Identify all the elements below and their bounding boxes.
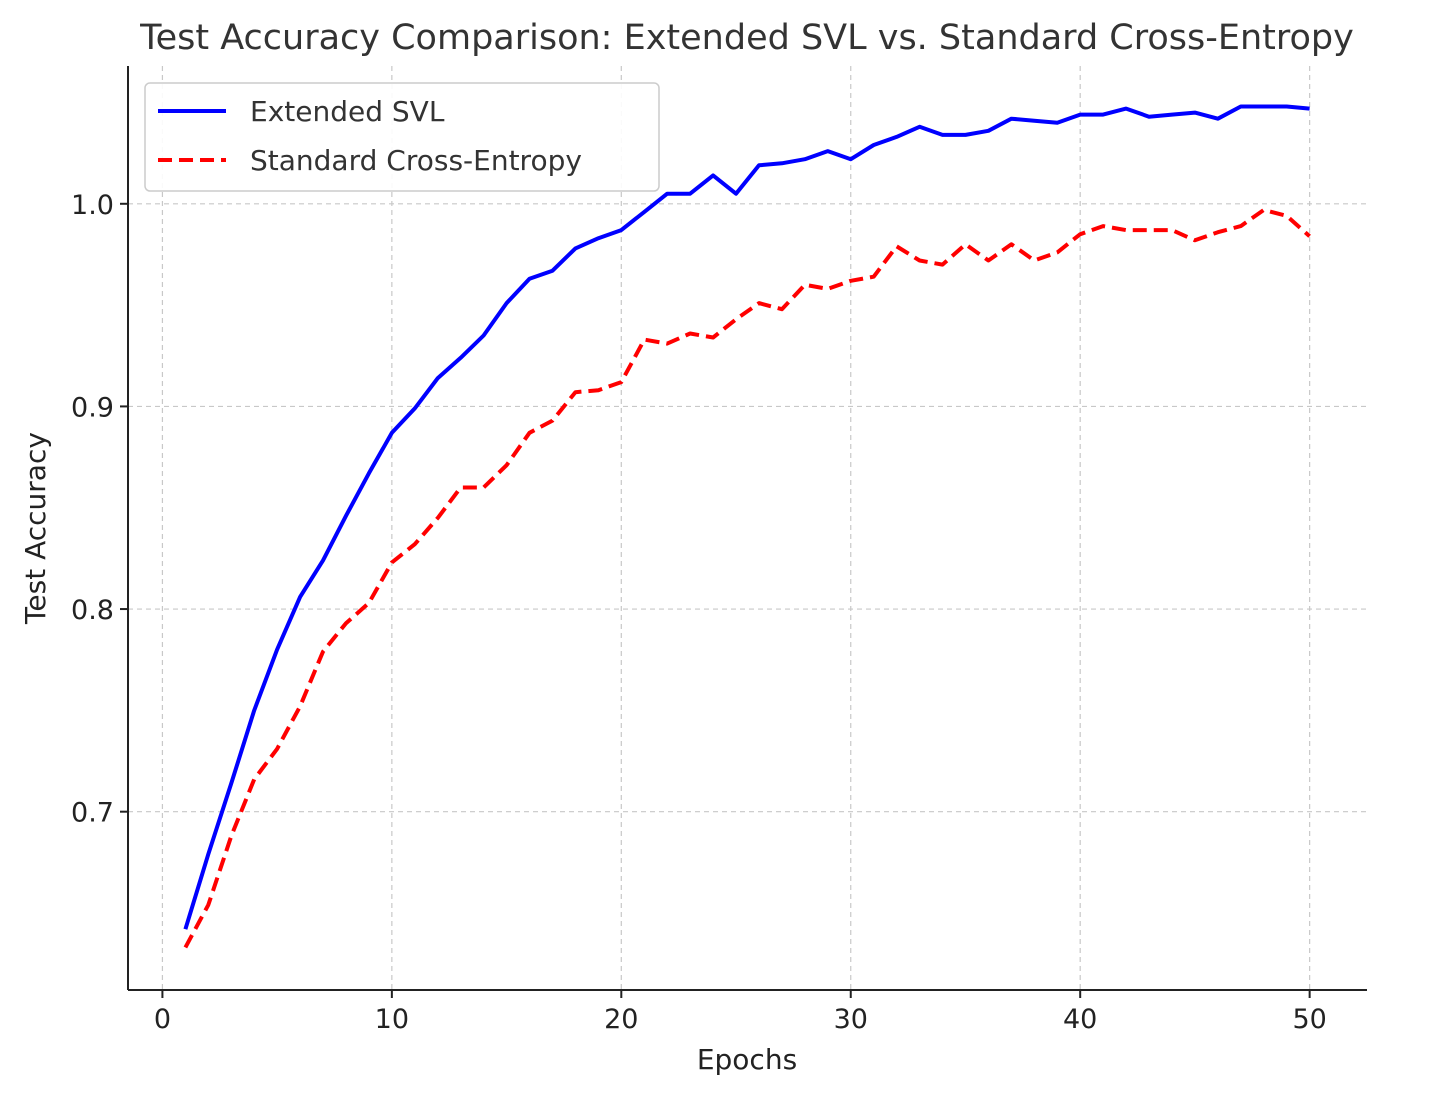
x-tick-label: 30	[834, 1004, 868, 1035]
y-tick-label: 0.8	[71, 595, 114, 626]
x-tick-label: 40	[1063, 1004, 1097, 1035]
legend-frame	[144, 82, 660, 192]
y-tick-label: 0.9	[71, 392, 114, 423]
series-layer	[183, 104, 1311, 949]
legend-label-extended-svl: Extended SVL	[250, 95, 445, 128]
x-tick-label: 10	[375, 1004, 409, 1035]
series-line-standard-cross-entropy	[183, 207, 1311, 949]
axes-layer: 0 10 20 30 40 50 0.7 0.8 0.9 1.0	[71, 66, 1367, 1035]
y-tick-label: 0.7	[71, 798, 114, 829]
series-line-extended-svl	[183, 104, 1310, 930]
x-tick-label: 20	[604, 1004, 638, 1035]
legend-label-standard-cross-entropy: Standard Cross-Entropy	[250, 144, 582, 177]
x-tick-label: 0	[154, 1004, 171, 1035]
x-axis-label: Epochs	[697, 1043, 797, 1076]
x-tick-label: 50	[1292, 1004, 1326, 1035]
legend: Extended SVL Standard Cross-Entropy	[144, 82, 660, 192]
chart-title: Test Accuracy Comparison: Extended SVL v…	[139, 18, 1354, 58]
grid-layer	[128, 66, 1367, 990]
y-tick-label: 1.0	[71, 190, 114, 221]
y-axis-label: Test Accuracy	[19, 432, 52, 625]
